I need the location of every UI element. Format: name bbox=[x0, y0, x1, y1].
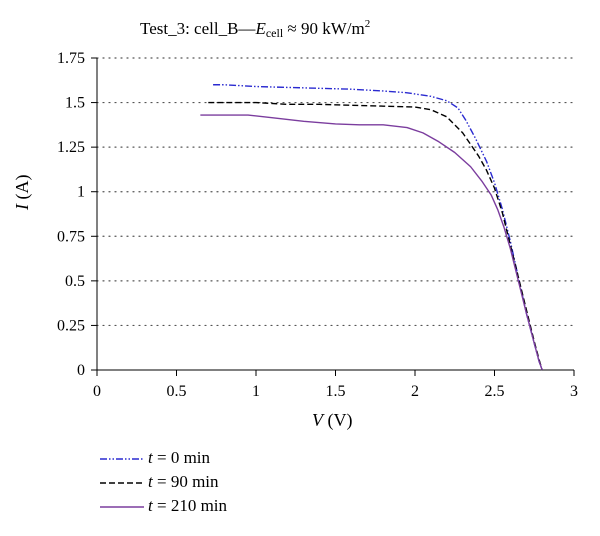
series-line-1 bbox=[208, 101, 543, 371]
chart-title: Test_3: cell_B—Ecell ≈ 90 kW/m2 bbox=[140, 18, 370, 41]
x-tick-label-6: 3 bbox=[570, 383, 578, 400]
y-tick-label-1: 0.25 bbox=[57, 317, 85, 334]
x-axis-label: V (V) bbox=[312, 410, 353, 431]
legend-var-t0: t bbox=[148, 448, 153, 467]
title-var-sub: cell bbox=[265, 26, 284, 40]
title-prefix: Test_3: cell_B— bbox=[140, 19, 256, 38]
legend-label-t90: t = 90 min bbox=[148, 472, 219, 492]
legend: t = 0 min t = 90 min t = 210 min bbox=[96, 448, 296, 520]
legend-swatch-t90 bbox=[100, 482, 144, 484]
series-lines bbox=[200, 84, 543, 371]
y-tick-label-3: 0.75 bbox=[57, 228, 85, 245]
title-var: E bbox=[255, 19, 266, 38]
title-sup: 2 bbox=[364, 18, 371, 30]
legend-label-t210: t = 210 min bbox=[148, 496, 227, 516]
tick-labels: 0 0.5 1 1.5 2 2.5 3 0 0.25 0.5 0.75 1 1.25 1.5 1.75 bbox=[57, 50, 578, 400]
legend-var-t210: t bbox=[148, 496, 153, 515]
grid-lines bbox=[96, 57, 575, 327]
y-tick-label-2: 0.5 bbox=[65, 273, 85, 290]
x-tick-label-4: 2 bbox=[411, 383, 419, 400]
legend-rest-t90: = 90 min bbox=[152, 472, 219, 491]
axes bbox=[91, 57, 575, 376]
legend-swatch-t0 bbox=[100, 458, 144, 460]
x-tick-label-3: 1.5 bbox=[326, 383, 346, 400]
title-approx: ≈ 90 kW/m bbox=[283, 19, 365, 38]
y-tick-label-5: 1.25 bbox=[57, 139, 85, 156]
y-axis-label: I (A) bbox=[12, 170, 52, 211]
y-tick-label-6: 1.5 bbox=[65, 95, 85, 112]
x-tick-label-5: 2.5 bbox=[485, 383, 505, 400]
x-axis-var: V bbox=[312, 410, 323, 430]
x-axis-unit: (V) bbox=[323, 410, 353, 430]
legend-label-t0: t = 0 min bbox=[148, 448, 210, 468]
y-axis-var: I bbox=[12, 204, 32, 210]
x-tick-label-2: 1 bbox=[252, 383, 260, 400]
y-axis-unit: (A) bbox=[12, 174, 32, 204]
legend-item-t90: t = 90 min bbox=[96, 472, 296, 496]
legend-rest-t0: = 0 min bbox=[152, 448, 211, 467]
legend-item-t210: t = 210 min bbox=[96, 496, 296, 520]
legend-var-t90: t bbox=[148, 472, 153, 491]
y-tick-label-0: 0 bbox=[77, 362, 85, 379]
series-line-2 bbox=[200, 114, 543, 371]
series-line-0 bbox=[213, 84, 543, 371]
legend-swatch-t210 bbox=[100, 506, 144, 508]
x-tick-label-0: 0 bbox=[93, 383, 101, 400]
y-tick-label-4: 1 bbox=[77, 184, 85, 201]
legend-rest-t210: = 210 min bbox=[152, 496, 228, 515]
x-tick-label-1: 0.5 bbox=[167, 383, 187, 400]
legend-item-t0: t = 0 min bbox=[96, 448, 296, 472]
y-tick-label-7: 1.75 bbox=[57, 50, 85, 67]
